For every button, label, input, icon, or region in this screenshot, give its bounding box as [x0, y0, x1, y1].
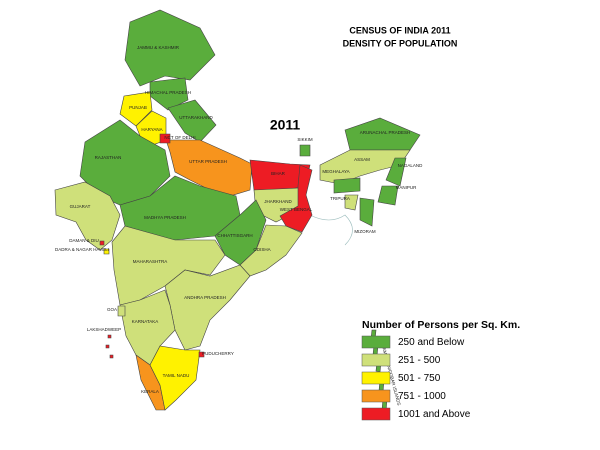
state-label: TRIPURA: [330, 196, 350, 201]
state-shape: [107, 334, 112, 339]
state-label: UTTARAKHAND: [179, 115, 213, 120]
state-shape: [344, 194, 359, 211]
state-shape: [299, 144, 311, 157]
state-shape: [167, 99, 217, 143]
state-label: BIHAR: [271, 171, 286, 176]
state-shape: [105, 344, 110, 349]
legend-label: 1001 and Above: [398, 409, 471, 420]
legend-label: 251 - 500: [398, 355, 441, 366]
state-label: KERALA: [141, 389, 159, 394]
state-shape: [239, 224, 303, 277]
state-label: ASSAM: [354, 157, 370, 162]
state-label: NAGALAND: [398, 163, 424, 168]
legend: 250 and Below 251 - 500 501 - 750 751 - 100…: [361, 335, 471, 421]
state-label: WEST BENGAL: [280, 207, 313, 212]
state-label: GOA: [107, 307, 117, 312]
state-shape: [103, 248, 110, 255]
year: 2011: [270, 117, 301, 133]
state-label: HARYANA: [141, 127, 162, 132]
coast: [309, 214, 353, 246]
state-shape: [119, 289, 176, 366]
state-label: MEGHALAYA: [322, 169, 349, 174]
legend-swatch: [361, 335, 391, 349]
state-shape: [385, 157, 407, 187]
legend-swatch: [361, 407, 391, 421]
state-shape: [359, 197, 375, 227]
state-label: UTTAR PRADESH: [189, 159, 227, 164]
state-label: GUJARAT: [70, 204, 91, 209]
state-shape: [333, 177, 361, 194]
state-shape: [124, 9, 216, 87]
state-label: MANIPUR: [396, 185, 418, 190]
state-label: CHHATTISGARH: [217, 233, 252, 238]
state-shape: [164, 264, 251, 351]
state-shape: [111, 225, 226, 306]
state-label: DADRA & NAGAR HAVELI: [55, 247, 109, 252]
state-label: ANDHRA PRADESH: [184, 295, 226, 300]
state-shape: [149, 345, 201, 411]
state-shape: [54, 181, 121, 251]
state-shape: [214, 199, 267, 266]
state-label: JHARKHAND: [264, 199, 292, 204]
subtitle: DENSITY OF POPULATION: [343, 38, 458, 48]
state-shape: [319, 149, 411, 185]
state-label: MAHARASHTRA: [133, 259, 168, 264]
state-label: TAMIL NADU: [163, 373, 190, 378]
state-label: SIKKIM: [297, 137, 313, 142]
state-shape: [159, 133, 171, 144]
state-label: MIZORAM: [354, 229, 375, 234]
state-label: KARNATAKA: [132, 319, 159, 324]
legend-label: 501 - 750: [398, 373, 441, 384]
legend-label: 250 and Below: [398, 337, 465, 348]
state-label: NCT OF DELHI: [164, 135, 195, 140]
state-shape: [119, 91, 153, 127]
state-shape: [198, 351, 205, 358]
state-shape: [109, 354, 114, 359]
state-shape: [377, 185, 399, 206]
state-shape: [279, 164, 313, 233]
state-label: ARUNACHAL PRADESH: [360, 130, 411, 135]
legend-swatch: [361, 389, 391, 403]
legend-swatch: [361, 353, 391, 367]
state-label: RAJASTHAN: [95, 155, 122, 160]
legend-label: 751 - 1000: [398, 391, 446, 402]
state-label: JAMMU & KASHMIR: [137, 45, 180, 50]
state-label: PUDUCHERRY: [202, 351, 234, 356]
states: [54, 9, 421, 413]
title: CENSUS OF INDIA 2011: [349, 25, 450, 35]
state-shape: [117, 305, 126, 317]
state-label: ODISHA: [253, 247, 270, 252]
legend-swatch: [361, 371, 391, 385]
state-label: PUNJAB: [129, 105, 147, 110]
state-label: HIMACHAL PRADESH: [145, 90, 191, 95]
state-label: DAMAN & DIU: [69, 238, 99, 243]
state-shape: [99, 240, 105, 246]
legend-title: Number of Persons per Sq. Km.: [362, 319, 520, 331]
state-label: MADHYA PRADESH: [144, 215, 186, 220]
state-label: LAKSHADWEEP: [87, 327, 121, 332]
